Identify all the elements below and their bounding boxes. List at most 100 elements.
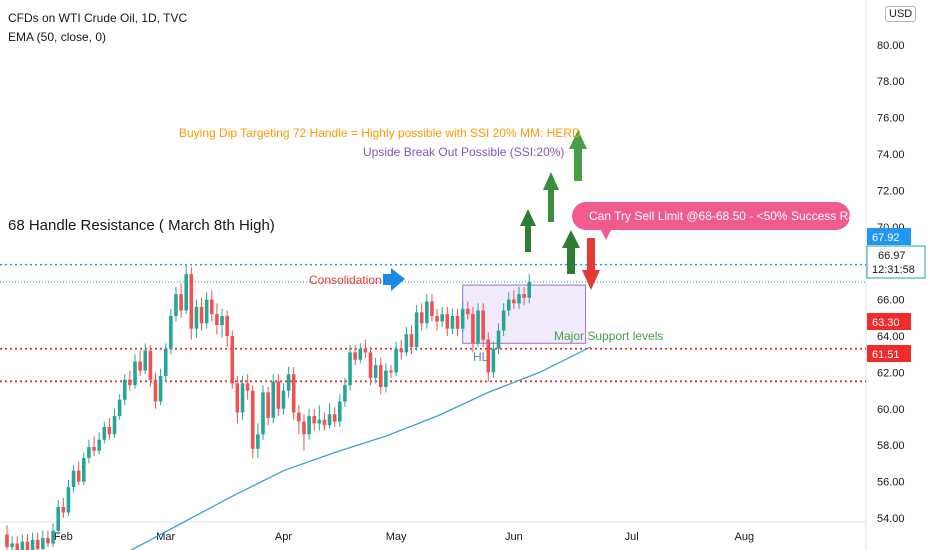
candle [195,300,199,338]
y-tick-label: 80.00 [877,40,905,52]
candle [266,387,270,425]
candle [440,307,444,327]
x-tick-label: Feb [54,531,73,543]
candle [323,412,327,430]
candle [174,287,178,322]
candle [492,341,496,377]
sell-limit-bubble-pointer [600,228,612,240]
x-tick-label: Aug [734,531,754,543]
horizontal-levels [0,265,866,382]
candle [307,409,311,440]
svg-text:66.97: 66.97 [878,250,906,262]
candle [389,365,393,378]
candle [215,303,219,334]
candle [190,267,194,340]
candle [118,394,122,419]
candle [328,403,332,428]
candle [230,331,234,389]
svg-text:63.30: 63.30 [872,317,900,329]
countdown-timer: 12:31:58 [872,264,915,276]
candle [15,536,19,550]
candle [246,374,250,399]
candle [348,345,352,391]
candle [410,325,414,354]
candle [108,418,112,440]
candle [154,372,158,408]
candle [184,265,188,314]
candle [405,327,409,356]
candle [62,498,66,518]
candle [251,385,255,458]
candle [282,383,286,414]
candle [128,371,132,391]
symbol-legend[interactable]: CFDs on WTI Crude Oil, 1D, TVC [8,11,187,25]
y-tick-label: 78.00 [877,76,905,88]
candle [210,291,214,322]
x-tick-label: Mar [156,531,175,543]
candle [425,294,429,329]
candle [302,414,306,450]
candle [113,409,117,438]
x-tick-label: Jul [625,531,639,543]
candle [333,407,337,427]
candle [21,534,25,550]
candle [236,376,240,423]
resistance-price-badge: 67.92 [867,228,911,245]
candle [456,309,460,336]
candle [446,307,450,336]
candle [271,374,275,423]
upside-breakout-text: Upside Break Out Possible (SSI:20%) [363,145,564,159]
candle [451,309,455,334]
candle [31,533,35,550]
y-tick-label: 58.00 [877,440,905,452]
svg-text:67.92: 67.92 [872,232,900,244]
candle [256,423,260,458]
x-tick-labels: FebMarAprMayJunJulAug [54,531,754,543]
candle [343,378,347,407]
candle [92,436,96,456]
candle [200,298,204,331]
candle [51,523,55,547]
candle [374,358,378,383]
candle [292,367,296,420]
candle [364,340,368,358]
y-tick-label: 76.00 [877,113,905,125]
candle [82,452,86,485]
candle [358,343,362,363]
green-up-arrow [562,230,580,274]
candle [338,394,342,427]
sell-limit-text: Can Try Sell Limit @68-68.50 - <50% Succ… [589,209,865,223]
candle [205,292,209,328]
candle [420,303,424,330]
svg-text:61.51: 61.51 [872,349,900,361]
candle [241,376,245,420]
candle [399,340,403,360]
candle [41,531,45,550]
candle [102,422,106,444]
hl-label: HL [473,350,489,364]
candle [287,367,291,398]
candle [220,309,224,338]
y-tick-label: 72.00 [877,185,905,197]
last-price-badge: 66.97 12:31:58 [867,246,925,278]
candle [164,343,168,381]
candle [5,525,9,550]
blue-right-arrow [383,268,405,291]
candle [277,374,281,416]
major-support-text: Major Support levels [554,329,663,343]
candlesticks [5,265,531,550]
candle [36,533,40,550]
candle [430,294,434,321]
candle [435,309,439,331]
candle [133,354,137,389]
candle [159,369,163,405]
y-tick-label: 54.00 [877,513,905,525]
ema-legend[interactable]: EMA (50, close, 0) [8,30,106,44]
ema-line [130,347,591,550]
x-tick-label: Jun [505,531,523,543]
candle [312,409,316,431]
currency-button[interactable]: USD [885,6,916,22]
candle [369,347,373,385]
candle [77,462,81,486]
